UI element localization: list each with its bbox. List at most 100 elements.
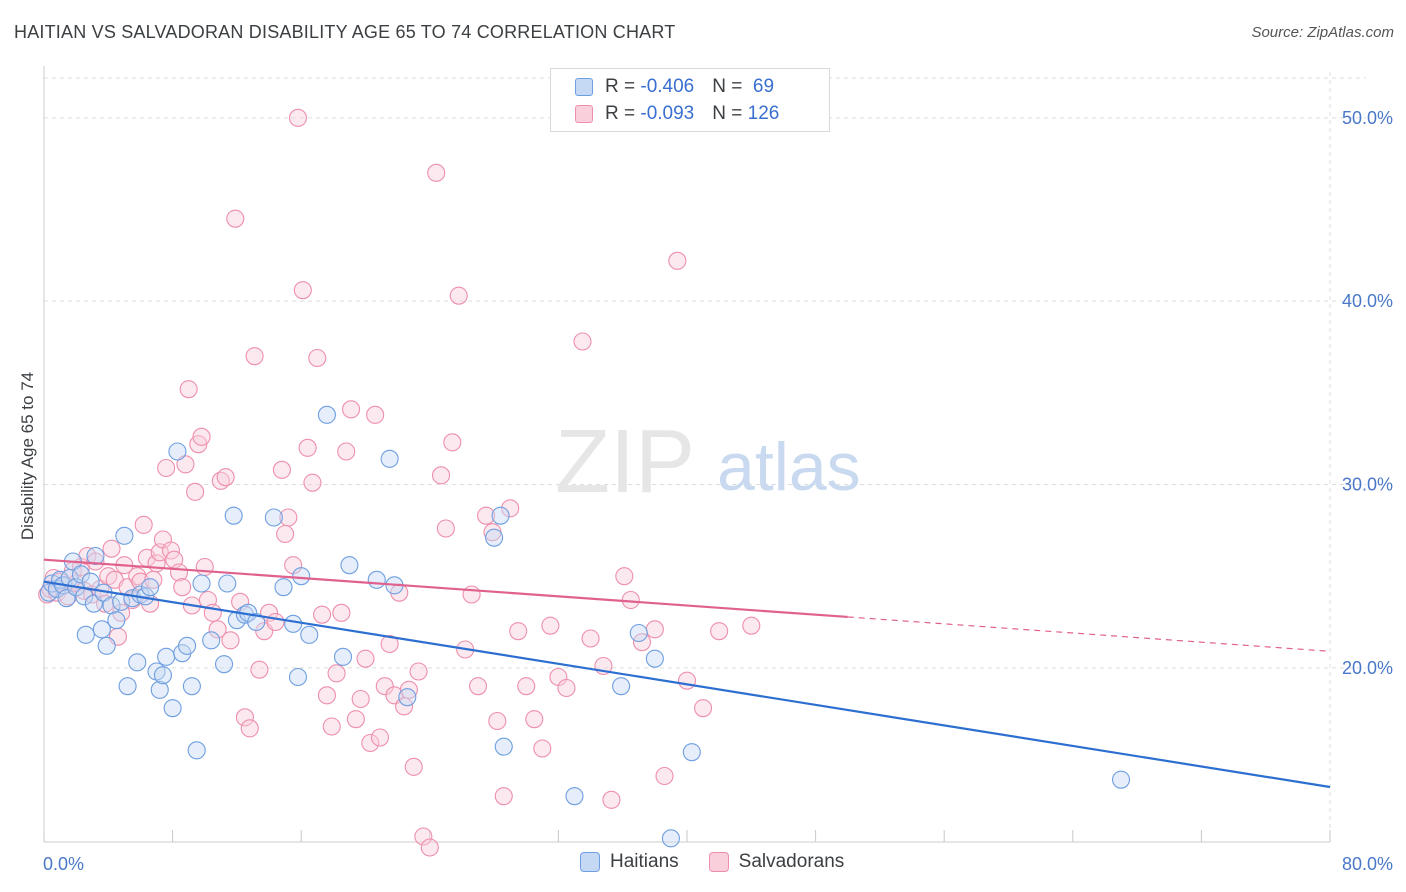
haitians-point (494, 737, 513, 756)
salvadorans-point (226, 209, 245, 228)
x-tick-label: 80.0% (1342, 854, 1393, 874)
salvadorans-point (179, 380, 198, 399)
haitians-point (247, 612, 266, 632)
salvadorans-point (250, 660, 269, 679)
watermark-atlas: atlas (717, 429, 861, 505)
haitians-point (288, 667, 308, 687)
salvadorans-point (380, 634, 399, 654)
haitians-point (115, 526, 134, 545)
legend-r-label: R = (605, 76, 641, 97)
salvadorans-points (38, 108, 761, 857)
salvadorans-point (370, 728, 390, 747)
salvadorans-point (494, 787, 513, 806)
haitians-point (661, 829, 680, 848)
haitians-point (398, 688, 417, 707)
legend-r-value: -0.093 (640, 103, 695, 124)
salvadorans-point (186, 482, 205, 501)
haitians-point (182, 677, 201, 696)
haitians-point (300, 625, 319, 644)
salvadorans-point (533, 739, 552, 758)
salvadorans-point (240, 719, 259, 738)
salvadorans-point (192, 427, 211, 446)
salvadorans-point (436, 519, 455, 538)
haitians-point (317, 405, 336, 424)
legend-n-label: N = (712, 76, 748, 97)
salvadorans-point (266, 612, 285, 632)
legend-item-haitians[interactable]: Haitians (580, 851, 679, 873)
salvadorans-point (313, 605, 332, 624)
salvadorans-point (477, 506, 496, 525)
salvadorans-point (356, 649, 375, 668)
haitians-point (284, 614, 303, 633)
haitians-point (682, 743, 701, 762)
y-axis-title: Disability Age 65 to 74 (18, 372, 37, 540)
haitians-point (218, 574, 237, 593)
salvadorans-point (541, 616, 560, 635)
haitians-point (292, 567, 311, 586)
y-tick-label: 20.0% (1342, 658, 1393, 678)
haitians-point (107, 611, 126, 630)
haitians-point (178, 636, 197, 655)
tick-labels: 20.0% 30.0% 40.0% 50.0% 0.0% 80.0% (43, 108, 1393, 874)
haitians-point (380, 449, 399, 468)
salvadorans-legend-swatch (708, 852, 729, 872)
haitians-point (192, 574, 211, 593)
y-tick-label: 50.0% (1342, 108, 1393, 128)
salvadorans-point (341, 400, 361, 419)
trend-lines (43, 558, 1331, 789)
haitians-point (214, 655, 234, 674)
legend-row-haitians: R = -0.406 N = 69 (575, 74, 774, 100)
salvadorans-point (195, 557, 214, 577)
salvadorans-point (169, 563, 189, 582)
legend-item-salvadorans[interactable]: Salvadorans (708, 851, 845, 873)
salvadorans-point (337, 442, 356, 461)
salvadorans-point (468, 677, 488, 696)
salvadorans-point (303, 473, 322, 492)
haitians-point (645, 649, 664, 668)
salvadorans-point (581, 629, 600, 648)
series-legend: Haitians Salvadorans (580, 851, 874, 873)
haitians-point (264, 508, 283, 527)
salvadorans-point (375, 677, 394, 696)
haitians-point (274, 578, 293, 597)
haitians-points (39, 405, 1131, 848)
salvadorans-point (279, 508, 298, 527)
haitians-point (92, 620, 111, 639)
haitians-point (141, 578, 160, 597)
haitians-point (187, 741, 206, 760)
x-tick-label: 0.0% (43, 854, 84, 874)
salvadorans-point (361, 733, 380, 753)
salvadorans-point (235, 708, 254, 727)
salvadorans-point (645, 620, 664, 639)
salvadorans-point (557, 678, 576, 698)
salvadorans-point (501, 499, 520, 518)
correlation-legend: R = -0.406 N = 69 R = -0.093 N = 126 (550, 68, 830, 132)
salvadorans-point (488, 711, 507, 731)
haitians-point (150, 680, 169, 699)
salvadorans-point (427, 163, 446, 182)
haitians-point (340, 556, 359, 575)
salvadorans-point (86, 552, 105, 571)
haitians-point (485, 528, 504, 547)
salvadorans-point (710, 622, 729, 641)
legend-n-value: 126 (747, 103, 780, 124)
haitians-point (86, 546, 105, 566)
legend-r-label: R = (605, 103, 641, 124)
salvadorans-point (332, 603, 351, 622)
salvadorans-point (245, 347, 264, 366)
haitians-point (76, 625, 95, 644)
salvadorans-point (176, 455, 195, 474)
legend-label-salvadorans: Salvadorans (738, 851, 845, 872)
haitians-point (71, 565, 91, 584)
y-tick-label: 30.0% (1342, 475, 1393, 495)
salvadorans-point (742, 616, 761, 635)
salvadorans-point (677, 671, 697, 690)
y-tick-label: 40.0% (1342, 291, 1393, 311)
haitians-point (491, 506, 510, 525)
salvadorans-point (216, 468, 235, 487)
haitians-point (118, 677, 137, 696)
haitians-point (367, 570, 386, 589)
salvadorans-point (317, 686, 336, 705)
haitians-trend-line (43, 580, 1331, 789)
